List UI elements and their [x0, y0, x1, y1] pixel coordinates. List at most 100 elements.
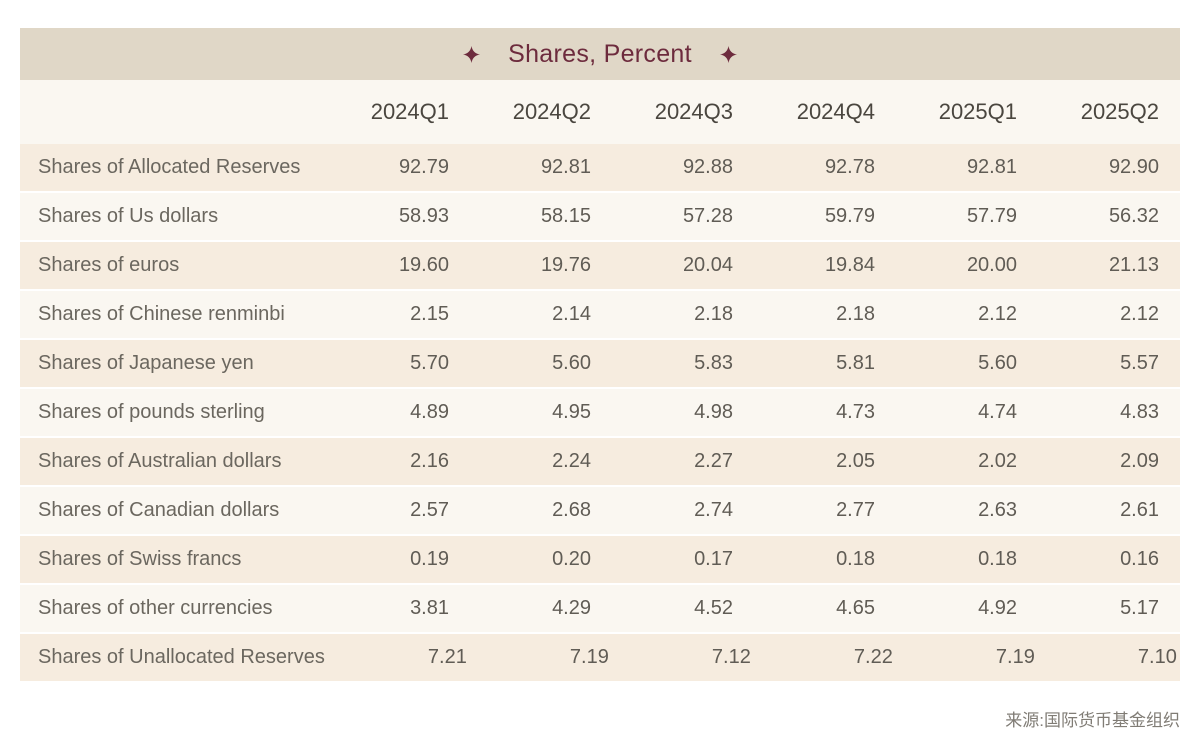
cell-value: 5.60 [978, 352, 1017, 374]
cell-value: 92.79 [398, 156, 449, 178]
cell-value: 58.15 [540, 205, 591, 227]
cell-value: 5.70 [410, 352, 449, 374]
cell-value: 92.88 [682, 156, 733, 178]
cell-value: 92.81 [540, 156, 591, 178]
cell-value: 20.04 [682, 254, 733, 276]
table-row: Shares of Japanese yen 5.70 5.60 5.83 5.… [20, 340, 1180, 387]
cell-value: 2.14 [552, 303, 591, 325]
cell-value: 4.74 [978, 401, 1017, 423]
cell-value: 3.81 [410, 597, 449, 619]
source-note: 来源:国际货币基金组织 [1005, 711, 1180, 730]
cell-value: 4.92 [978, 597, 1017, 619]
page-title: Shares, Percent [508, 39, 692, 68]
cell-value: 57.28 [682, 205, 733, 227]
cell-value: 5.83 [694, 352, 733, 374]
cell-value: 19.84 [824, 254, 875, 276]
cell-value: 2.18 [694, 303, 733, 325]
row-label: Shares of Chinese renminbi [38, 303, 285, 325]
cell-value: 2.61 [1120, 499, 1159, 521]
cell-value: 5.81 [836, 352, 875, 374]
cell-value: 7.12 [711, 646, 751, 668]
column-header-row: 2024Q1 2024Q2 2024Q3 2024Q4 2025Q1 2025Q… [20, 80, 1180, 144]
cell-value: 2.27 [694, 450, 733, 472]
column-header-2024q3: 2024Q3 [654, 99, 733, 124]
cell-value: 19.76 [540, 254, 591, 276]
cell-value: 20.00 [966, 254, 1017, 276]
table-row: Shares of Swiss francs 0.19 0.20 0.17 0.… [20, 536, 1180, 583]
column-header-2024q2: 2024Q2 [512, 99, 591, 124]
table-row: Shares of Allocated Reserves 92.79 92.81… [20, 144, 1180, 191]
cell-value: 2.63 [978, 499, 1017, 521]
cell-value: 2.24 [552, 450, 591, 472]
cell-value: 7.22 [853, 646, 893, 668]
table-title-bar: Shares, Percent [20, 28, 1180, 80]
cell-value: 19.60 [398, 254, 449, 276]
row-label: Shares of Unallocated Reserves [38, 646, 325, 668]
cell-value: 7.10 [1137, 646, 1177, 668]
cell-value: 4.29 [552, 597, 591, 619]
cell-value: 2.05 [836, 450, 875, 472]
cell-value: 4.73 [836, 401, 875, 423]
table-row: Shares of Chinese renminbi 2.15 2.14 2.1… [20, 291, 1180, 338]
table-row: Shares of euros 19.60 19.76 20.04 19.84 … [20, 242, 1180, 289]
four-pointed-star-icon [719, 45, 737, 63]
row-label: Shares of Allocated Reserves [38, 156, 301, 178]
column-header-2025q1: 2025Q1 [938, 99, 1017, 124]
cell-value: 2.16 [410, 450, 449, 472]
cell-value: 2.02 [978, 450, 1017, 472]
table-row: Shares of Australian dollars 2.16 2.24 2… [20, 438, 1180, 485]
cell-value: 5.60 [552, 352, 591, 374]
cell-value: 4.95 [552, 401, 591, 423]
cell-value: 7.21 [427, 646, 467, 668]
cell-value: 5.57 [1120, 352, 1159, 374]
cell-value: 7.19 [569, 646, 609, 668]
cell-value: 59.79 [824, 205, 875, 227]
cell-value: 0.18 [978, 548, 1017, 570]
table-row: Shares of Us dollars 58.93 58.15 57.28 5… [20, 193, 1180, 240]
cell-value: 2.18 [836, 303, 875, 325]
cell-value: 0.19 [410, 548, 449, 570]
row-label: Shares of Swiss francs [38, 548, 242, 570]
row-label: Shares of Canadian dollars [38, 499, 280, 521]
cell-value: 5.17 [1120, 597, 1159, 619]
cell-value: 0.17 [694, 548, 733, 570]
column-header-2024q1: 2024Q1 [370, 99, 449, 124]
cell-value: 2.15 [410, 303, 449, 325]
cell-value: 2.74 [694, 499, 733, 521]
row-label: Shares of pounds sterling [38, 401, 265, 423]
cell-value: 0.18 [836, 548, 875, 570]
cell-value: 0.16 [1120, 548, 1159, 570]
cell-value: 0.20 [552, 548, 591, 570]
cell-value: 4.98 [694, 401, 733, 423]
table-row: Shares of Canadian dollars 2.57 2.68 2.7… [20, 487, 1180, 534]
cell-value: 4.65 [836, 597, 875, 619]
table-row: Shares of Unallocated Reserves 7.21 7.19… [20, 634, 1180, 681]
cell-value: 2.68 [552, 499, 591, 521]
cell-value: 2.77 [836, 499, 875, 521]
cell-value: 4.52 [694, 597, 733, 619]
cell-value: 2.09 [1120, 450, 1159, 472]
cell-value: 2.12 [978, 303, 1017, 325]
four-pointed-star-icon [463, 45, 481, 63]
row-label: Shares of Us dollars [38, 205, 219, 227]
shares-table: Shares, Percent 2024Q1 2024Q2 2024Q3 202… [20, 28, 1180, 683]
table-row: Shares of other currencies 3.81 4.29 4.5… [20, 585, 1180, 632]
row-label: Shares of Australian dollars [38, 450, 282, 472]
row-label: Shares of euros [38, 254, 180, 276]
cell-value: 7.19 [995, 646, 1035, 668]
row-label: Shares of other currencies [38, 597, 273, 619]
cell-value: 4.83 [1120, 401, 1159, 423]
cell-value: 4.89 [410, 401, 449, 423]
cell-value: 92.90 [1108, 156, 1159, 178]
table-row: Shares of pounds sterling 4.89 4.95 4.98… [20, 389, 1180, 436]
row-label: Shares of Japanese yen [38, 352, 254, 374]
cell-value: 2.57 [410, 499, 449, 521]
column-header-2025q2: 2025Q2 [1080, 99, 1159, 124]
cell-value: 21.13 [1108, 254, 1159, 276]
cell-value: 2.12 [1120, 303, 1159, 325]
column-header-2024q4: 2024Q4 [796, 99, 875, 124]
cell-value: 92.81 [966, 156, 1017, 178]
cell-value: 92.78 [824, 156, 875, 178]
cell-value: 58.93 [398, 205, 449, 227]
